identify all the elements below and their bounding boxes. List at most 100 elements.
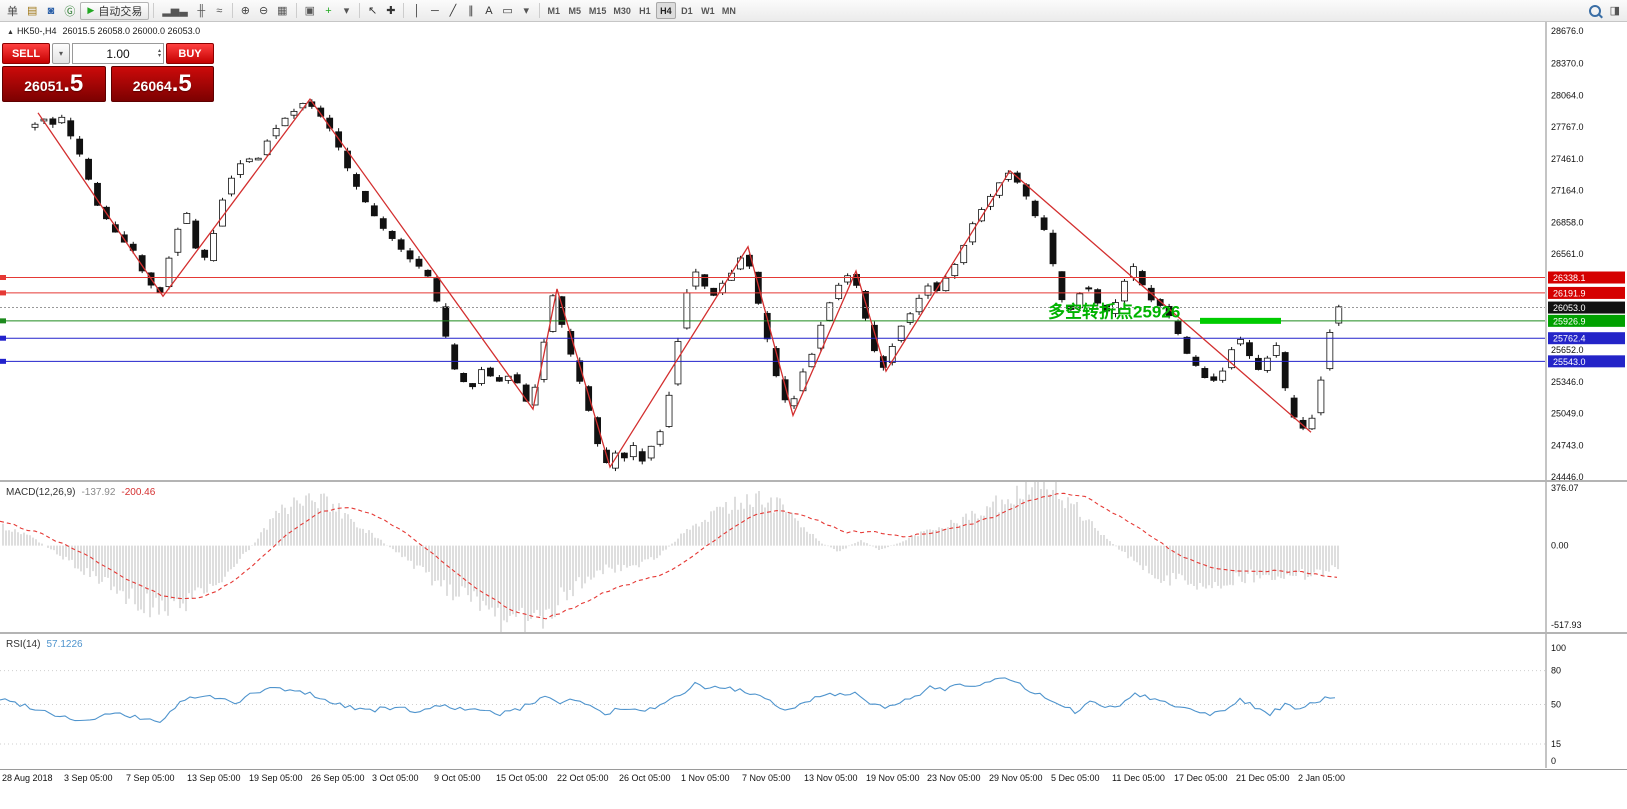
price-axis-tick: 27767.0 bbox=[1551, 122, 1584, 132]
lot-increase-button[interactable]: ▴ bbox=[157, 47, 161, 54]
algo-trading-icon[interactable]: Ⓖ bbox=[60, 2, 79, 20]
profiles-icon[interactable]: ◙ bbox=[42, 2, 59, 20]
lot-dropdown-button[interactable]: ▾ bbox=[52, 43, 71, 64]
shapes-icon[interactable]: ▭ bbox=[498, 2, 516, 20]
timeframe-h4-button[interactable]: H4 bbox=[655, 2, 676, 19]
charts-dropdown-icon[interactable]: ▤ bbox=[23, 2, 41, 20]
bar-chart-type-icon[interactable]: ▂▅▃ bbox=[158, 2, 191, 20]
timeframe-m15-button[interactable]: M15 bbox=[586, 2, 610, 19]
time-axis-label: 29 Nov 05:00 bbox=[989, 773, 1043, 783]
price-axis-tick: 28064.0 bbox=[1551, 91, 1584, 101]
buy-button[interactable]: BUY bbox=[166, 43, 214, 64]
trendline-icon[interactable]: ╱ bbox=[444, 2, 461, 20]
autotrade-button[interactable]: ▶ 自动交易 bbox=[80, 1, 150, 20]
timeframe-m1-button[interactable]: M1 bbox=[544, 2, 564, 19]
macd-signal-value: -200.46 bbox=[121, 487, 156, 498]
time-axis-label: 28 Aug 2018 bbox=[2, 773, 53, 783]
buy-price-frac: .5 bbox=[171, 70, 192, 97]
rsi-axis-tick: 80 bbox=[1551, 666, 1561, 676]
macd-axis-tick: 376.07 bbox=[1551, 483, 1579, 493]
rsi-panel[interactable]: 100 80 50 15 0 bbox=[0, 634, 1627, 768]
timeframe-w1-button[interactable]: W1 bbox=[698, 2, 718, 19]
time-axis-label: 26 Oct 05:00 bbox=[619, 773, 671, 783]
price-tag-value: 26053.0 bbox=[1553, 303, 1586, 313]
line-handle[interactable] bbox=[0, 290, 6, 296]
time-axis-label: 3 Sep 05:00 bbox=[64, 773, 113, 783]
macd-panel[interactable]: 376.07 0.00 -517.93 bbox=[0, 482, 1627, 632]
price-tag bbox=[1548, 314, 1625, 327]
timeframe-d1-button[interactable]: D1 bbox=[677, 2, 697, 19]
time-axis-label: 7 Sep 05:00 bbox=[126, 773, 175, 783]
sell-button[interactable]: SELL bbox=[2, 43, 50, 64]
lot-size-value: 1.00 bbox=[106, 46, 130, 61]
grid-icon[interactable]: ▦ bbox=[273, 2, 291, 20]
time-axis-label: 13 Nov 05:00 bbox=[804, 773, 858, 783]
vertical-line-icon[interactable]: │ bbox=[408, 2, 425, 20]
time-axis-label: 19 Nov 05:00 bbox=[866, 773, 920, 783]
time-axis-label: 21 Dec 05:00 bbox=[1236, 773, 1290, 783]
candlestick-type-icon[interactable]: ╫ bbox=[193, 2, 210, 20]
timeframe-m5-button[interactable]: M5 bbox=[565, 2, 585, 19]
indicators-icon[interactable]: + bbox=[320, 2, 337, 20]
channel-icon[interactable]: ∥ bbox=[462, 2, 479, 20]
panel-resize-handle[interactable] bbox=[0, 480, 1627, 482]
highlight-level-bar[interactable] bbox=[1200, 317, 1281, 324]
rsi-name: RSI(14) bbox=[6, 639, 41, 650]
shapes-dropdown-icon[interactable]: ▾ bbox=[518, 2, 535, 20]
crosshair-icon[interactable]: ✚ bbox=[382, 2, 399, 20]
price-axis-tick: 25346.0 bbox=[1551, 377, 1584, 387]
time-axis-label: 5 Dec 05:00 bbox=[1051, 773, 1100, 783]
time-axis-label: 15 Oct 05:00 bbox=[496, 773, 548, 783]
time-axis-label: 22 Oct 05:00 bbox=[557, 773, 609, 783]
macd-signal-line bbox=[0, 492, 1338, 620]
line-handle[interactable] bbox=[0, 335, 6, 341]
ohlc-values: 26015.5 26058.0 26000.0 26053.0 bbox=[62, 26, 201, 36]
tile-windows-icon[interactable]: ▣ bbox=[301, 2, 319, 20]
time-axis-label: 7 Nov 05:00 bbox=[742, 773, 791, 783]
time-axis-label: 23 Nov 05:00 bbox=[927, 773, 981, 783]
line-handle[interactable] bbox=[0, 318, 6, 324]
lot-decrease-button[interactable]: ▾ bbox=[157, 52, 161, 59]
price-axis-tick: 27164.0 bbox=[1551, 185, 1584, 195]
timeframe-h1-button[interactable]: H1 bbox=[635, 2, 655, 19]
rsi-axis-tick: 100 bbox=[1551, 643, 1566, 653]
macd-name: MACD(12,26,9) bbox=[6, 487, 76, 498]
zoom-out-icon[interactable]: ⊖ bbox=[255, 2, 272, 20]
cursor-icon[interactable]: ↖ bbox=[364, 2, 381, 20]
price-tag-value: 26191.9 bbox=[1553, 288, 1586, 298]
toolbar-separator bbox=[403, 3, 405, 18]
toolbar-separator bbox=[153, 3, 155, 18]
sell-price[interactable]: 26051.5 bbox=[2, 66, 106, 102]
buy-price[interactable]: 26064.5 bbox=[110, 66, 214, 102]
price-tag-value: 26338.1 bbox=[1553, 273, 1586, 283]
zoom-in-icon[interactable]: ⊕ bbox=[237, 2, 254, 20]
macd-main-value: -137.92 bbox=[81, 487, 116, 498]
time-axis-label: 26 Sep 05:00 bbox=[311, 773, 365, 783]
search-icon[interactable] bbox=[1585, 2, 1605, 20]
time-axis-label: 9 Oct 05:00 bbox=[434, 773, 481, 783]
time-axis[interactable]: 28 Aug 2018 3 Sep 05:00 7 Sep 05:00 13 Sep … bbox=[0, 769, 1627, 809]
new-order-button[interactable]: 单 bbox=[3, 2, 22, 20]
main-chart[interactable]: 多空转折点25926 28676.0 28370.0 28064.0 27767.0 27… bbox=[0, 22, 1627, 480]
toolbar-separator bbox=[231, 3, 233, 18]
timeframe-mn-button[interactable]: MN bbox=[719, 2, 739, 19]
line-handle[interactable] bbox=[0, 358, 6, 364]
panel-resize-handle[interactable] bbox=[0, 632, 1627, 634]
sell-price-main: 26051 bbox=[24, 78, 64, 94]
text-tool-icon[interactable]: A bbox=[480, 2, 497, 20]
pivot-annotation: 多空转折点25926 bbox=[1048, 302, 1180, 322]
timeframe-m30-button[interactable]: M30 bbox=[610, 2, 634, 19]
line-handle[interactable] bbox=[0, 275, 6, 281]
price-axis-tick: 26858.0 bbox=[1551, 218, 1584, 228]
price-axis-tick: 26561.0 bbox=[1551, 249, 1584, 259]
time-axis-label: 13 Sep 05:00 bbox=[187, 773, 241, 783]
panel-toggle-icon[interactable]: ◨ bbox=[1606, 2, 1624, 20]
rsi-axis-tick: 0 bbox=[1551, 756, 1556, 766]
line-chart-type-icon[interactable]: ≈ bbox=[211, 2, 228, 20]
macd-axis-tick: -517.93 bbox=[1551, 620, 1582, 630]
collapse-triangle-icon: ▲ bbox=[7, 29, 14, 36]
indicators-dropdown-icon[interactable]: ▾ bbox=[338, 2, 355, 20]
horizontal-line-icon[interactable]: ─ bbox=[426, 2, 443, 20]
lot-size-field[interactable]: 1.00 ▴ ▾ bbox=[72, 43, 164, 64]
chart-title: ▲ HK50-,H4 26015.5 26058.0 26000.0 26053.0 bbox=[7, 26, 200, 36]
